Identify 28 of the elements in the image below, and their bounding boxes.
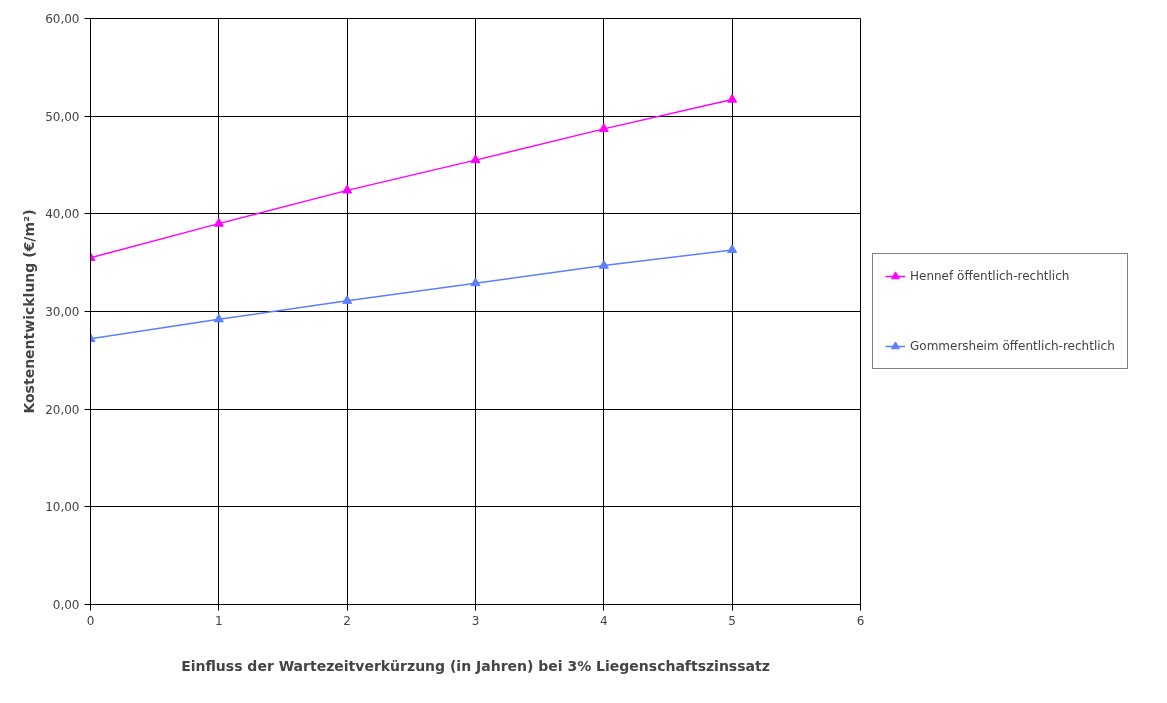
x-tick-label: 4: [600, 613, 608, 628]
legend-label: Hennef öffentlich-rechtlich: [910, 269, 1070, 283]
point: [213, 217, 224, 227]
legend-label: Gommersheim öffentlich-rechtlich: [910, 339, 1115, 353]
x-axis-title: Einfluss der Wartezeitverkürzung (in Jahren) bei 3% Liegenschaftszinssatz: [181, 657, 770, 674]
y-tick-label: 0,00: [52, 598, 80, 612]
y-tick-label: 50,00: [45, 109, 80, 124]
x-tick-label: 1: [215, 613, 223, 628]
point: [342, 295, 353, 304]
y-tick-label: 60,00: [45, 12, 80, 26]
x-tick-label: 2: [343, 613, 351, 628]
y-axis-title: Kostenentwicklung (€/m²): [21, 209, 38, 414]
point: [470, 154, 481, 164]
point: [213, 313, 224, 323]
x-tick-label: 5: [728, 613, 736, 628]
y-tick-label: 40,00: [45, 207, 80, 222]
y-tick-label: 30,00: [45, 305, 80, 319]
point: [727, 244, 738, 254]
y-tick-label: 20,00: [45, 402, 80, 417]
x-tick-label: 0: [86, 613, 95, 628]
point: [598, 123, 609, 132]
point: [470, 277, 481, 287]
y-tick-label: 10,00: [45, 500, 80, 515]
x-tick-label: 6: [856, 613, 865, 628]
point: [598, 259, 609, 269]
x-tick-label: 3: [471, 613, 480, 628]
point: [342, 184, 353, 194]
point: [727, 93, 738, 103]
